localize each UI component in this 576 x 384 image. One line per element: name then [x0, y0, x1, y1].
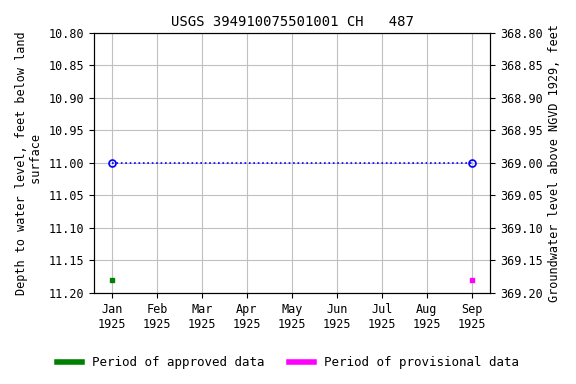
Y-axis label: Groundwater level above NGVD 1929, feet: Groundwater level above NGVD 1929, feet [548, 24, 561, 302]
Y-axis label: Depth to water level, feet below land
 surface: Depth to water level, feet below land su… [15, 31, 43, 295]
Title: USGS 394910075501001 CH   487: USGS 394910075501001 CH 487 [170, 15, 414, 29]
Legend: Period of approved data, Period of provisional data: Period of approved data, Period of provi… [52, 351, 524, 374]
